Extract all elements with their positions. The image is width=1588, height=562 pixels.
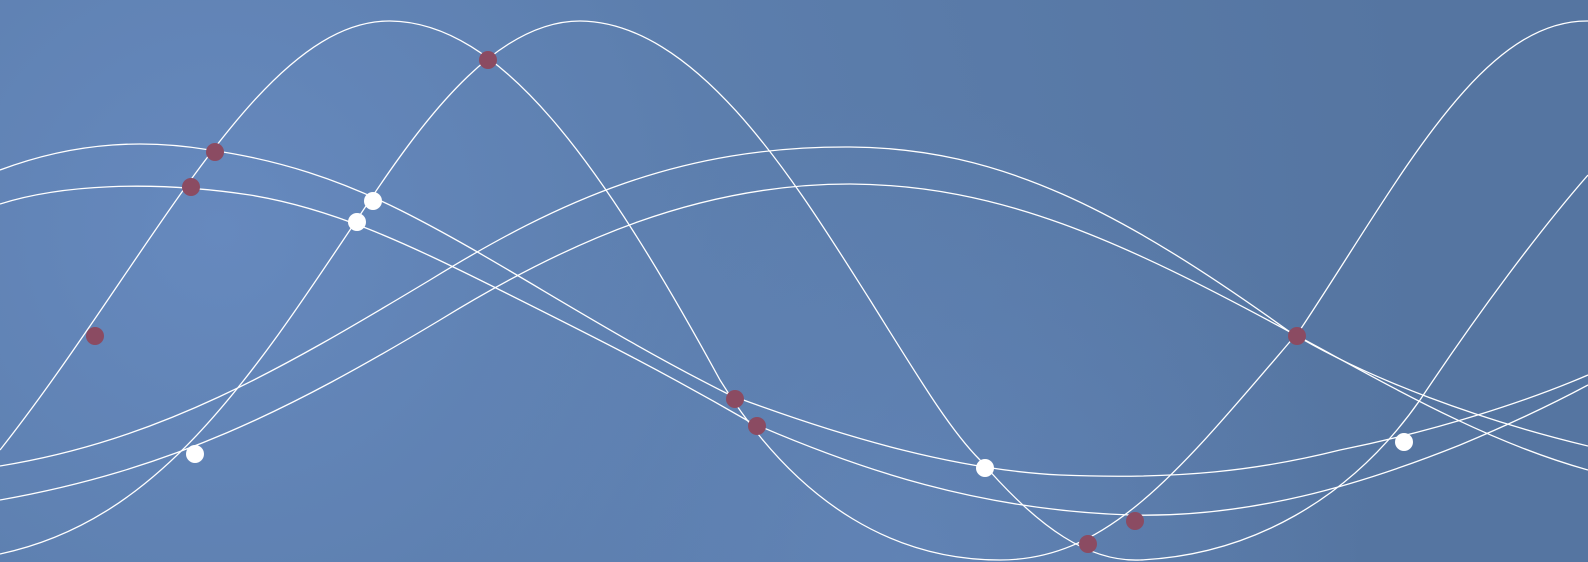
accent-dot — [182, 178, 200, 196]
accent-dot — [479, 51, 497, 69]
accent-dot — [206, 143, 224, 161]
white-dot — [976, 459, 994, 477]
accent-dot — [1126, 512, 1144, 530]
accent-dot — [1288, 327, 1306, 345]
accent-dot — [748, 417, 766, 435]
wave-curve — [0, 20, 1588, 561]
wave-curve — [0, 183, 1588, 501]
dot-group — [86, 51, 1413, 553]
white-dot — [1395, 433, 1413, 451]
accent-dot — [726, 390, 744, 408]
white-dot — [186, 445, 204, 463]
white-dot — [364, 192, 382, 210]
white-dot — [348, 213, 366, 231]
accent-dot — [86, 327, 104, 345]
accent-dot — [1079, 535, 1097, 553]
